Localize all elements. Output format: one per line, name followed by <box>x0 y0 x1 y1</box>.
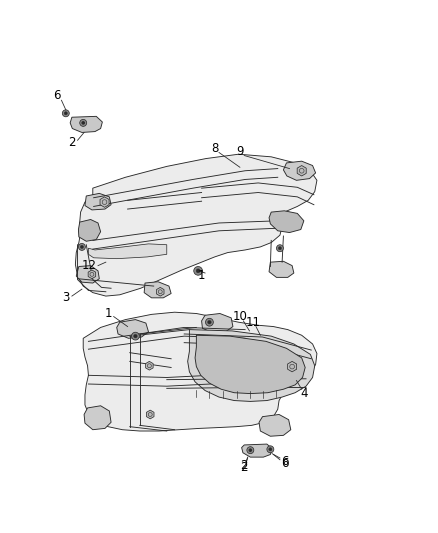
Polygon shape <box>259 415 291 436</box>
Polygon shape <box>85 193 111 210</box>
Circle shape <box>249 449 252 451</box>
Polygon shape <box>288 361 297 372</box>
Polygon shape <box>145 361 153 370</box>
Circle shape <box>269 448 272 451</box>
Polygon shape <box>78 220 101 241</box>
Text: 9: 9 <box>236 144 244 158</box>
Circle shape <box>279 247 282 250</box>
Circle shape <box>82 122 85 124</box>
Circle shape <box>131 332 139 340</box>
Circle shape <box>64 112 67 115</box>
Text: 2: 2 <box>240 461 248 474</box>
Polygon shape <box>201 313 233 333</box>
Circle shape <box>80 119 87 126</box>
Text: 3: 3 <box>62 292 70 304</box>
Circle shape <box>196 269 200 273</box>
Polygon shape <box>156 287 164 296</box>
Polygon shape <box>117 320 148 338</box>
Circle shape <box>194 266 202 275</box>
Text: 6: 6 <box>281 457 289 470</box>
Circle shape <box>267 446 274 453</box>
Polygon shape <box>70 116 102 133</box>
Polygon shape <box>76 265 99 283</box>
Circle shape <box>134 334 137 338</box>
Text: 10: 10 <box>233 310 247 323</box>
Text: 1: 1 <box>104 307 112 320</box>
Polygon shape <box>100 197 109 207</box>
Text: 6: 6 <box>53 90 61 102</box>
Text: 2: 2 <box>240 459 248 472</box>
Polygon shape <box>242 444 272 457</box>
Text: 8: 8 <box>211 142 218 155</box>
Polygon shape <box>83 312 317 431</box>
Text: 11: 11 <box>245 316 261 329</box>
Polygon shape <box>146 410 154 419</box>
Circle shape <box>208 320 211 324</box>
Polygon shape <box>88 270 95 279</box>
Text: 6: 6 <box>281 455 289 468</box>
Circle shape <box>205 318 213 326</box>
Polygon shape <box>269 211 304 232</box>
Polygon shape <box>88 244 167 259</box>
Polygon shape <box>283 161 316 180</box>
Polygon shape <box>297 166 306 176</box>
Polygon shape <box>195 335 305 393</box>
Polygon shape <box>269 261 294 277</box>
Text: 2: 2 <box>68 136 76 149</box>
Polygon shape <box>144 282 171 298</box>
Circle shape <box>276 245 283 252</box>
Circle shape <box>62 110 69 117</box>
Circle shape <box>247 447 254 454</box>
Circle shape <box>80 245 84 248</box>
Polygon shape <box>84 406 111 430</box>
Text: 1: 1 <box>198 269 205 282</box>
Polygon shape <box>187 329 315 401</box>
Text: 12: 12 <box>82 259 97 272</box>
Circle shape <box>78 244 85 251</box>
Text: 4: 4 <box>300 387 307 400</box>
Polygon shape <box>75 154 317 296</box>
